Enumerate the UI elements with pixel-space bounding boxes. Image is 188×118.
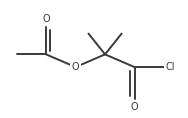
Text: O: O: [131, 102, 138, 112]
Text: O: O: [72, 62, 79, 72]
Text: Cl: Cl: [166, 62, 175, 72]
Text: O: O: [42, 14, 50, 24]
